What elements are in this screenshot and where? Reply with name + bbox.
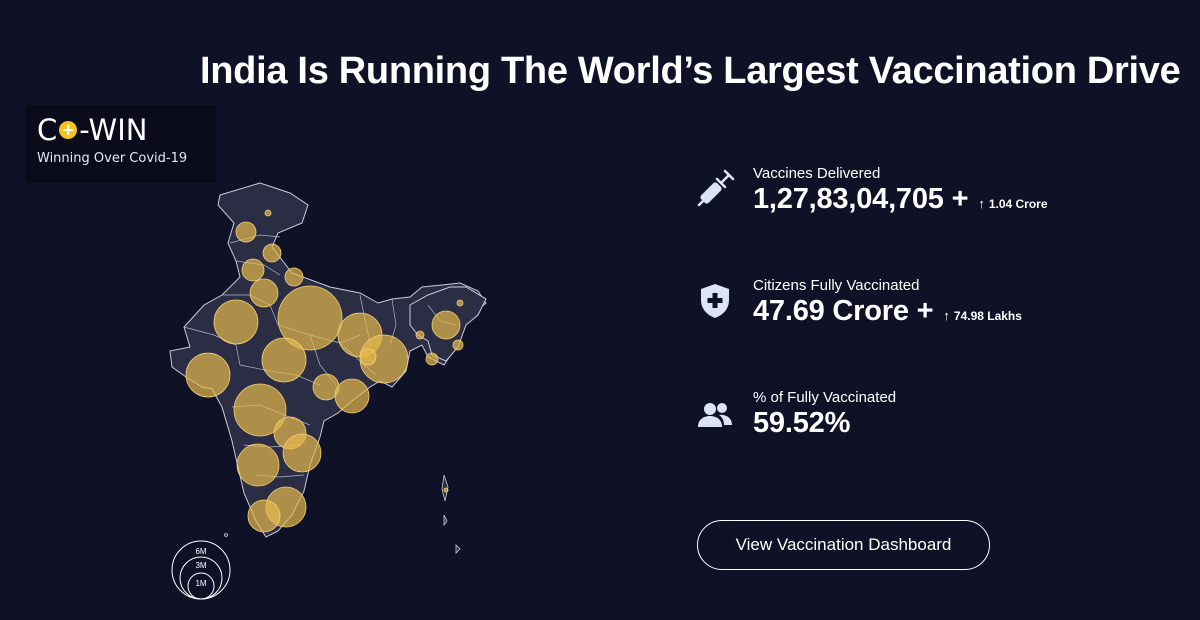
legend-circle-1m [187, 572, 215, 600]
logo-name-part2: -WIN [79, 113, 148, 147]
bubble-tripura [425, 352, 439, 366]
up-arrow-icon: ↑ [943, 308, 950, 323]
legend-label-3m: 3M [195, 561, 206, 570]
bubble-assam [431, 310, 461, 340]
stat-vaccines-delivered: Vaccines Delivered 1,27,83,04,705 + ↑ 1.0… [695, 165, 1175, 225]
bubble-jammu-kashmir [264, 209, 272, 217]
bubble-delhi [284, 267, 304, 287]
bubble-odisha [334, 378, 370, 414]
india-vaccination-map [169, 182, 487, 554]
bubble-gujarat [185, 352, 231, 398]
bubble-andhra-pradesh [282, 433, 322, 473]
logo-title: C + -WIN [37, 113, 147, 147]
bubble-himachal [235, 221, 257, 243]
stat-label: Vaccines Delivered [753, 165, 881, 182]
bubble-madhya-pradesh [261, 337, 307, 383]
stat-value: 47.69 Crore + [753, 295, 934, 327]
legend-label-1m: 1M [195, 579, 206, 588]
bubble-haryana [249, 278, 279, 308]
people-icon [698, 403, 732, 427]
bubble-arunachal [456, 299, 464, 307]
stat-fully-vaccinated: Citizens Fully Vaccinated 47.69 Crore + … [695, 277, 1175, 337]
page-title: India Is Running The World’s Largest Vac… [200, 50, 1181, 92]
stat-value: 59.52% [753, 407, 851, 439]
logo-tagline: Winning Over Covid-19 [37, 151, 188, 166]
stat-label: % of Fully Vaccinated [753, 389, 897, 406]
islands [224, 474, 461, 554]
bubble-andaman [443, 487, 449, 493]
logo-plus-icon: + [59, 121, 78, 139]
bubble-punjab [241, 258, 265, 282]
bubble-uttarakhand [262, 243, 282, 263]
stat-label: Citizens Fully Vaccinated [753, 277, 920, 294]
stat-delta: ↑ 1.04 Crore [978, 196, 1047, 211]
bubble-size-legend: 6M 3M 1M [171, 540, 231, 600]
bubble-maharashtra [233, 383, 287, 437]
syringe-icon [697, 169, 735, 207]
stat-percent-vaccinated: % of Fully Vaccinated 59.52% [695, 389, 1175, 449]
bubble-meghalaya [415, 330, 425, 340]
up-arrow-icon: ↑ [978, 196, 985, 211]
shield-plus-icon [701, 284, 729, 318]
stat-delta: ↑ 74.98 Lakhs [943, 308, 1022, 323]
stat-value: 1,27,83,04,705 + [753, 183, 969, 215]
bubble-karnataka [236, 443, 280, 487]
stat-delta-value: 74.98 Lakhs [953, 309, 1022, 323]
cowin-logo[interactable]: C + -WIN Winning Over Covid-19 [25, 105, 216, 183]
view-vaccination-dashboard-button[interactable]: View Vaccination Dashboard [697, 520, 990, 570]
bubble-uttar-pradesh [277, 285, 343, 351]
legend-label-6m: 6M [195, 547, 206, 556]
bubble-rajasthan [213, 299, 259, 345]
logo-name-part1: C [37, 113, 58, 147]
bubble-manipur [452, 339, 464, 351]
vaccination-bubbles [185, 209, 464, 533]
bubble-kerala [247, 499, 281, 533]
stat-delta-value: 1.04 Crore [988, 197, 1048, 211]
bubble-jharkhand [359, 348, 377, 366]
